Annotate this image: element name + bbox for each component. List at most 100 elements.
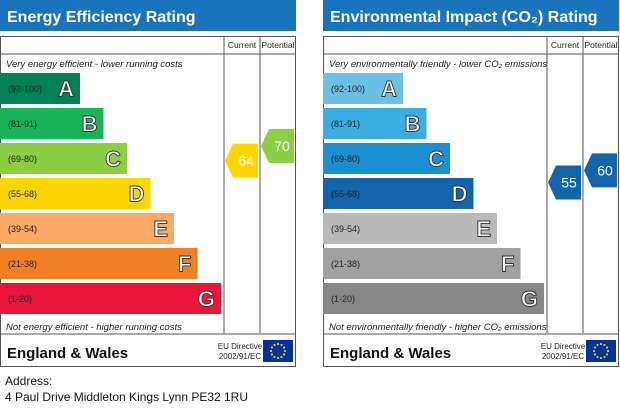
band-range-label: (69-80) <box>331 154 360 164</box>
footer-directive-line2: 2002/91/EC <box>219 352 261 361</box>
address-block: Address: 4 Paul Drive Middleton Kings Ly… <box>5 373 248 405</box>
potential-column-header: Potential <box>261 40 294 50</box>
rating-chart-svg: Environmental Impact (CO₂) Rating Current… <box>323 0 619 367</box>
band-bar <box>323 108 427 139</box>
potential-rating-value: 70 <box>274 138 290 154</box>
eu-flag-star <box>280 355 283 359</box>
current-rating-value: 64 <box>238 153 254 169</box>
address-label: Address: <box>5 374 53 388</box>
eu-flag-star <box>596 343 599 347</box>
potential-rating: 70 <box>261 129 294 164</box>
band-range-label: (55-68) <box>8 189 37 199</box>
footer-region: England & Wales <box>330 345 451 362</box>
eu-flag-star <box>283 349 287 353</box>
potential-rating: 60 <box>584 153 617 188</box>
footer-region: England & Wales <box>7 345 128 362</box>
band-bar <box>323 248 521 279</box>
band-range-label: (1-20) <box>331 294 355 304</box>
rating-band-c: (69-80) C <box>0 143 127 174</box>
band-letter: D <box>129 182 145 207</box>
band-range-label: (92-100) <box>331 84 365 94</box>
band-letter: E <box>476 217 491 242</box>
band-bar <box>0 108 104 139</box>
eu-flag-star <box>273 343 276 347</box>
band-bar <box>0 73 80 104</box>
band-letter: B <box>82 112 98 137</box>
band-range-label: (81-91) <box>331 119 360 129</box>
address-line: 4 Paul Drive Middleton Kings Lynn PE32 1… <box>5 390 249 404</box>
top-note: Very energy efficient - lower running co… <box>6 59 183 70</box>
band-range-label: (81-91) <box>8 119 37 129</box>
rating-chart-svg: Energy Efficiency Rating Current Potential… <box>0 0 296 367</box>
chart-title: Energy Efficiency Rating <box>7 9 196 26</box>
eu-flag-star <box>282 346 286 349</box>
band-range-label: (92-100) <box>8 84 42 94</box>
bottom-note: Not environmentally friendly - higher CO… <box>329 322 547 333</box>
chart-header-bar <box>323 0 619 31</box>
eu-flag-field <box>263 340 293 362</box>
band-bar <box>0 283 221 314</box>
potential-rating-arrow <box>584 153 617 188</box>
footer-directive-line1: EU Directive <box>218 342 263 351</box>
band-bar <box>0 178 151 209</box>
band-range-label: (39-54) <box>8 224 37 234</box>
current-rating-arrow <box>225 143 258 178</box>
rating-band-g: (1-20) G <box>323 283 544 314</box>
rating-band-f: (21-38) F <box>0 248 198 279</box>
current-column-header: Current <box>228 40 257 50</box>
current-rating: 55 <box>548 165 581 200</box>
eu-flag-star <box>605 346 609 349</box>
current-column-header: Current <box>551 40 580 50</box>
eu-flag-star <box>605 353 609 356</box>
rating-band-d: (55-68) D <box>323 178 474 209</box>
potential-rating-arrow <box>261 129 294 164</box>
band-bar <box>323 73 403 104</box>
rating-band-e: (39-54) E <box>323 213 497 244</box>
band-letter: G <box>521 287 538 312</box>
band-range-label: (21-38) <box>8 259 37 269</box>
band-bar <box>0 213 174 244</box>
environmental-impact-panel: Environmental Impact (CO₂) Rating Current… <box>323 0 619 367</box>
rating-band-c: (69-80) C <box>323 143 450 174</box>
band-letter: B <box>405 112 421 137</box>
rating-band-a: (92-100) A <box>0 73 80 104</box>
current-rating-value: 55 <box>561 175 577 191</box>
eu-flag-star <box>606 349 610 353</box>
eu-flag-field <box>586 340 616 362</box>
band-range-label: (1-20) <box>8 294 32 304</box>
rating-band-a: (92-100) A <box>323 73 403 104</box>
eu-flag-star <box>280 343 283 347</box>
band-range-label: (69-80) <box>8 154 37 164</box>
eu-flag-icon <box>586 340 616 362</box>
eu-flag-star <box>269 349 273 353</box>
potential-column-header: Potential <box>584 40 617 50</box>
chart-title: Environmental Impact (CO₂) Rating <box>330 9 598 26</box>
eu-flag-star <box>273 355 276 359</box>
eu-flag-star <box>282 353 286 356</box>
band-range-label: (39-54) <box>331 224 360 234</box>
band-letter: F <box>501 252 514 277</box>
band-bar <box>323 143 450 174</box>
eu-flag-star <box>270 346 274 349</box>
rating-band-f: (21-38) F <box>323 248 521 279</box>
eu-flag-star <box>276 356 280 360</box>
eu-flag-star <box>603 343 606 347</box>
footer-directive-line2: 2002/91/EC <box>542 352 584 361</box>
eu-flag-star <box>596 355 599 359</box>
band-range-label: (55-68) <box>331 189 360 199</box>
band-letter: F <box>178 252 191 277</box>
band-letter: D <box>452 182 468 207</box>
bottom-note: Not energy efficient - higher running co… <box>6 322 182 333</box>
rating-band-g: (1-20) G <box>0 283 221 314</box>
current-rating-arrow <box>548 165 581 200</box>
eu-flag-star <box>276 342 280 346</box>
rating-band-b: (81-91) B <box>323 108 427 139</box>
band-letter: C <box>105 147 121 172</box>
eu-flag-star <box>593 353 597 356</box>
band-letter: E <box>153 217 168 242</box>
eu-flag-star <box>599 342 603 346</box>
band-letter: C <box>428 147 444 172</box>
top-note: Very environmentally friendly - lower CO… <box>329 59 547 70</box>
band-bar <box>0 248 198 279</box>
band-bar <box>323 283 544 314</box>
